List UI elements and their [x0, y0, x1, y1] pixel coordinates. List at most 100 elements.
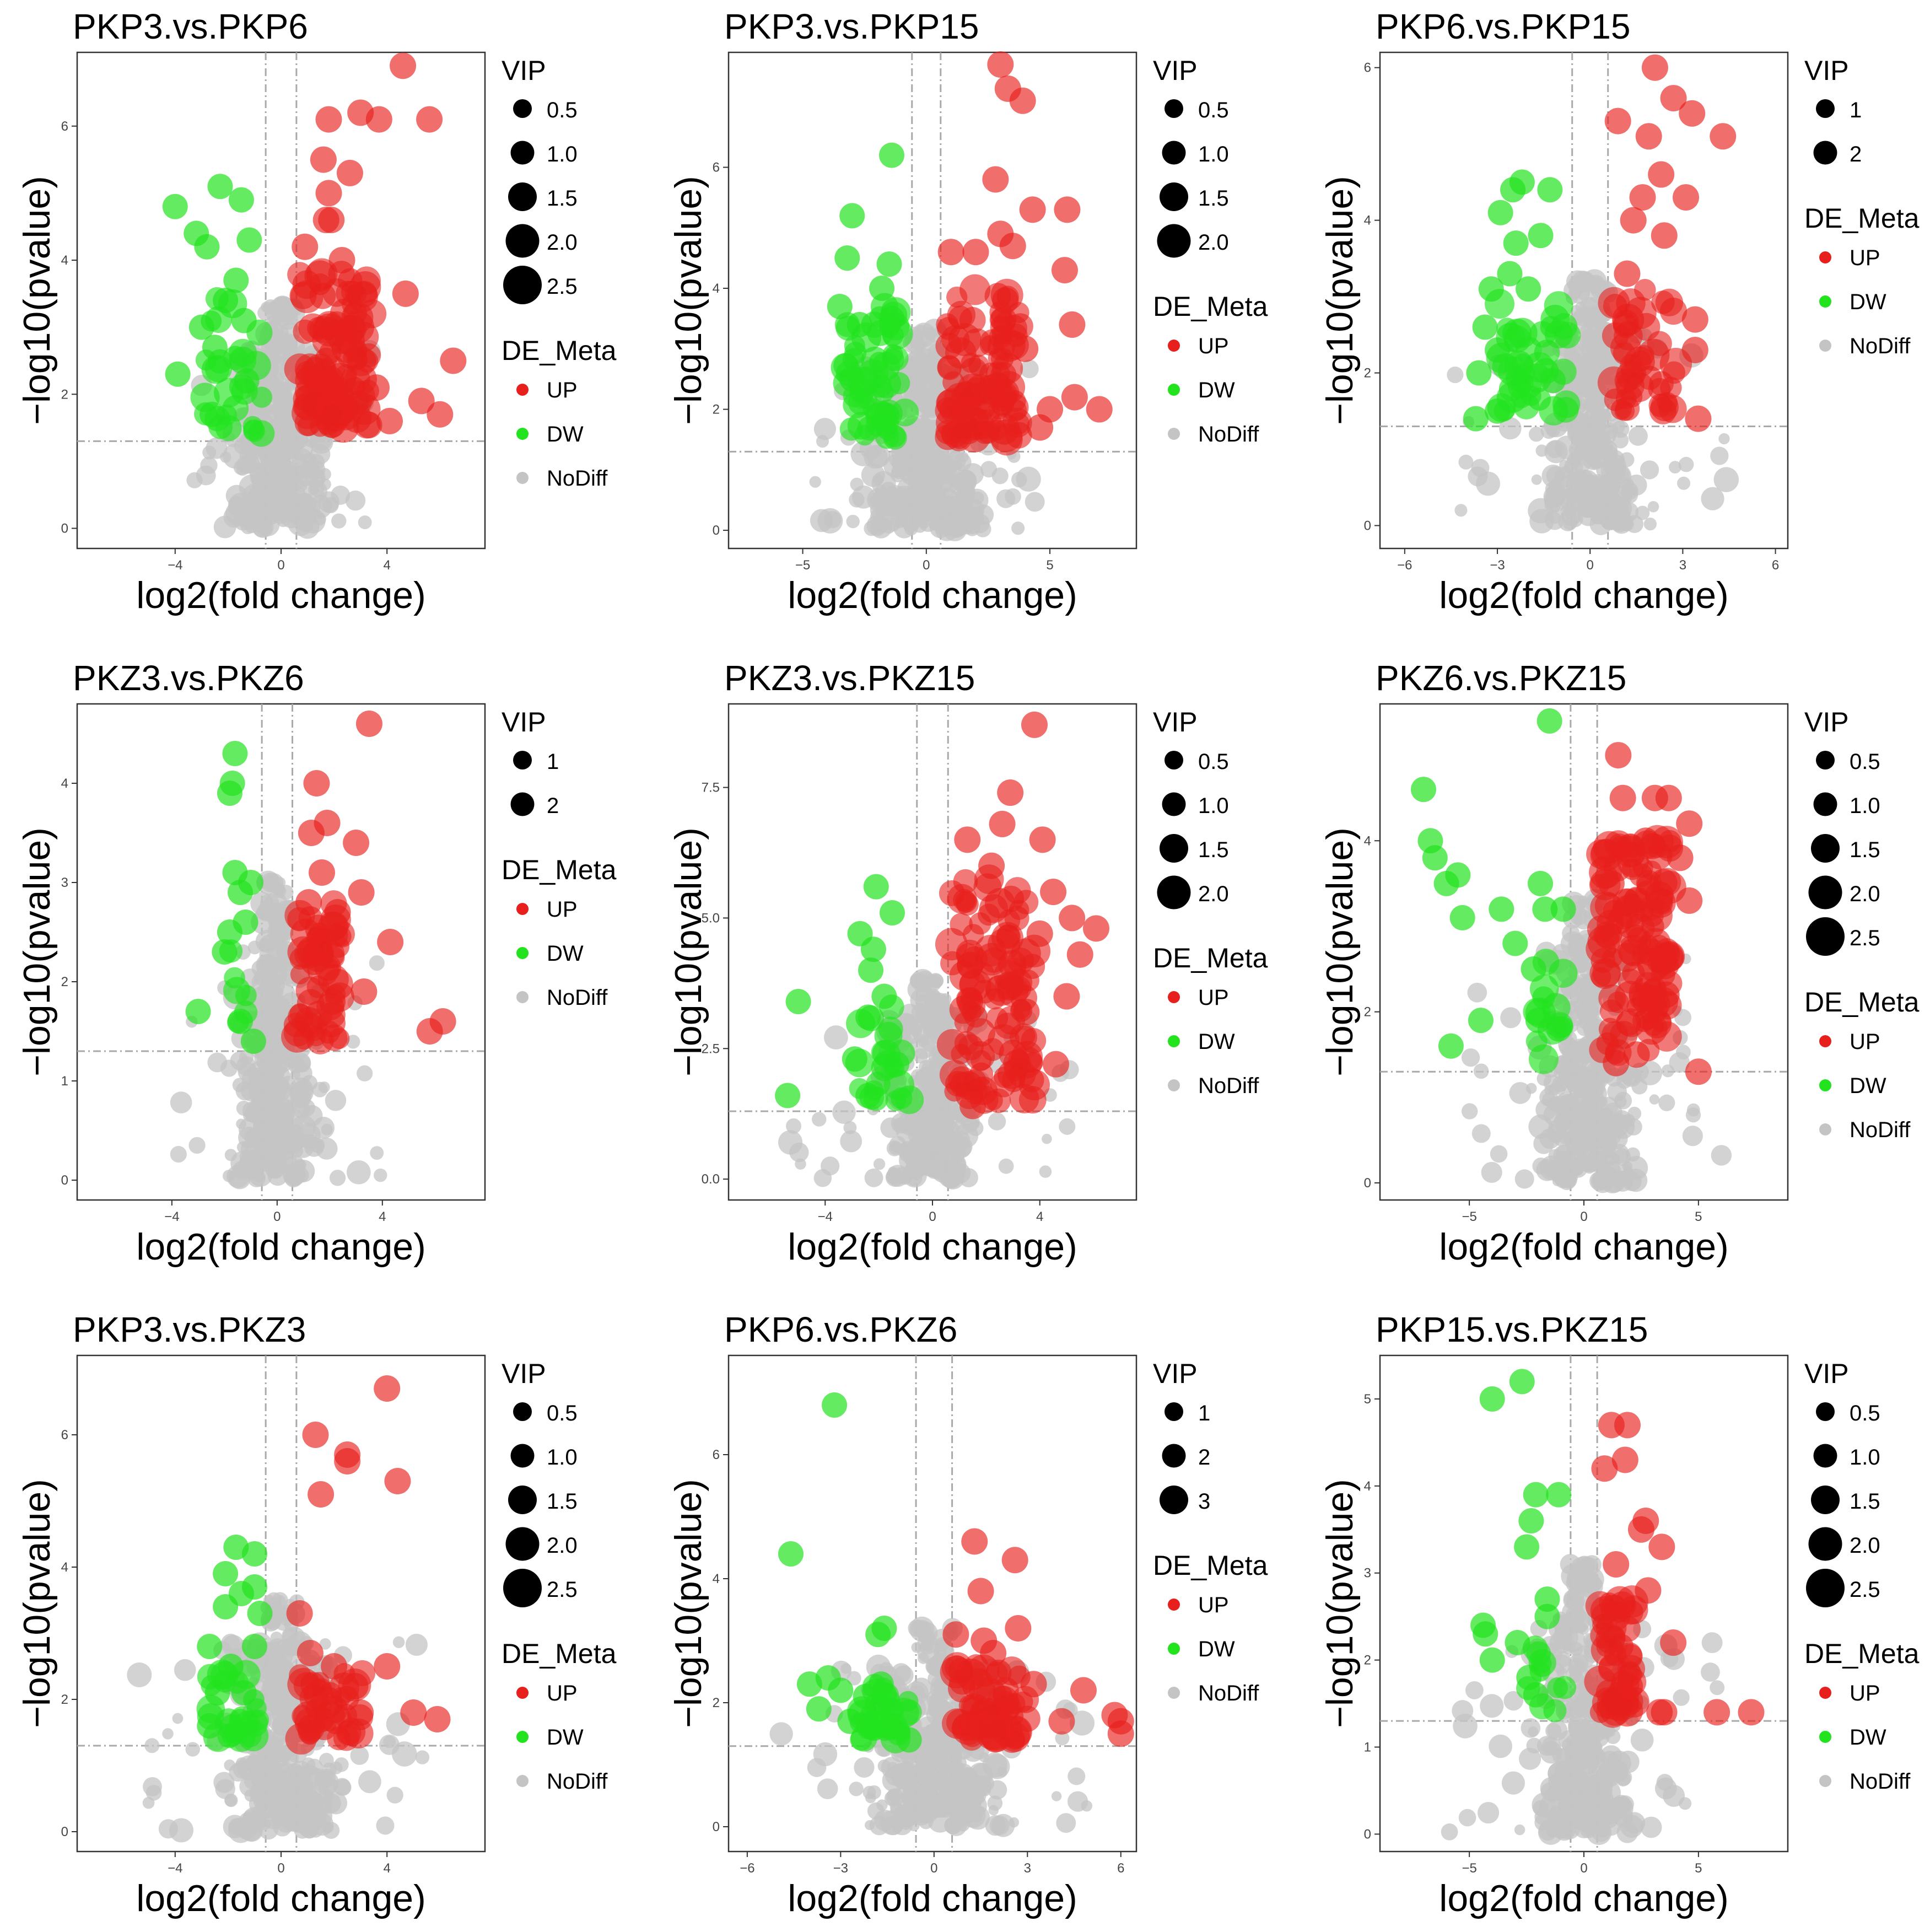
up-point — [1616, 1673, 1643, 1699]
up-point — [962, 239, 989, 266]
nodiff-point — [910, 1677, 932, 1699]
nodiff-point — [224, 1794, 237, 1807]
x-axis-title: log2(fold change) — [1439, 1226, 1728, 1268]
nodiff-point — [1454, 504, 1468, 517]
nodiff-point — [275, 1595, 285, 1606]
legend-title-de-meta: DE_Meta — [1804, 1638, 1920, 1669]
down-point — [185, 999, 211, 1024]
up-point — [355, 711, 382, 737]
up-point — [1591, 1455, 1618, 1482]
up-point — [1053, 983, 1080, 1010]
down-point — [1537, 177, 1563, 203]
nodiff-point — [1573, 487, 1592, 506]
up-point — [1019, 196, 1046, 223]
nodiff-point — [235, 1757, 248, 1770]
x-axis-title: log2(fold change) — [136, 1226, 425, 1268]
vip-legend-label: 2.5 — [547, 1578, 578, 1602]
up-point — [1615, 396, 1640, 421]
legend-title-vip: VIP — [502, 707, 546, 738]
nodiff-point — [1509, 1081, 1532, 1104]
y-tick-label: 7.5 — [702, 781, 720, 795]
up-point — [440, 347, 467, 374]
nodiff-point — [816, 435, 829, 448]
up-point — [1593, 921, 1620, 948]
up-point — [408, 388, 435, 415]
vip-legend-label: 2.0 — [1850, 1533, 1880, 1558]
up-point — [1061, 384, 1088, 411]
up-point — [954, 1031, 979, 1056]
nodiff-point — [383, 1735, 396, 1748]
up-point — [997, 779, 1024, 806]
vip-size-swatch — [1160, 834, 1188, 863]
nodiff-point — [1016, 466, 1041, 492]
nodiff-point — [1599, 1134, 1618, 1153]
x-tick-label: 4 — [1036, 1209, 1043, 1224]
nodiff-point — [251, 971, 274, 994]
nodiff-point — [807, 1758, 827, 1777]
up-point — [1613, 313, 1638, 338]
up-point — [967, 1578, 994, 1605]
down-point — [842, 1046, 867, 1072]
panel-title: PKZ3.vs.PKZ15 — [724, 658, 975, 698]
y-tick-label: 2 — [61, 1692, 68, 1707]
down-point — [165, 361, 191, 387]
nodiff-point — [1518, 1747, 1541, 1770]
nodiff-point — [272, 957, 284, 969]
up-point — [333, 1725, 359, 1751]
x-tick-label: −6 — [1397, 558, 1412, 573]
vip-legend-label: 2.0 — [1850, 882, 1880, 906]
nodiff-point — [1458, 1809, 1476, 1827]
up-point — [363, 374, 390, 401]
nodiff-point — [1575, 1114, 1593, 1132]
x-axis-title: log2(fold change) — [136, 1877, 425, 1919]
nodiff-point — [345, 490, 366, 511]
nodiff-point — [979, 1752, 989, 1763]
down-point — [1546, 1482, 1572, 1508]
class-swatch-dw — [1819, 1731, 1831, 1743]
up-point — [957, 951, 984, 978]
nodiff-point — [1560, 1627, 1586, 1653]
down-point — [1525, 1008, 1551, 1034]
up-point — [1001, 1547, 1028, 1574]
down-point — [1528, 223, 1554, 249]
x-tick-label: 4 — [384, 558, 391, 573]
up-point — [376, 407, 403, 434]
nodiff-point — [260, 1079, 272, 1091]
legend-title-vip: VIP — [1153, 707, 1198, 738]
nodiff-point — [386, 1786, 403, 1804]
class-swatch-dw — [1819, 1079, 1831, 1091]
down-point — [869, 276, 895, 302]
up-point — [1635, 123, 1662, 150]
vip-size-swatch — [508, 182, 537, 211]
nodiff-point — [1547, 1720, 1568, 1741]
y-axis-title: −log10(pvalue) — [667, 176, 709, 425]
nodiff-point — [1514, 1824, 1525, 1836]
vip-legend-label: 2 — [1198, 1445, 1210, 1470]
x-axis-title: log2(fold change) — [788, 574, 1077, 616]
nodiff-point — [1592, 407, 1609, 424]
class-swatch-nodiff — [516, 1775, 529, 1787]
class-swatch-up — [516, 384, 529, 396]
nodiff-point — [319, 1752, 334, 1768]
up-point — [1676, 887, 1703, 914]
up-point — [997, 972, 1024, 999]
vip-legend-label: 2.0 — [547, 1533, 578, 1558]
nodiff-point — [988, 1805, 999, 1816]
down-point — [806, 1696, 832, 1722]
down-point — [1554, 321, 1581, 349]
nodiff-point — [1676, 1045, 1691, 1060]
nodiff-point — [318, 1081, 330, 1093]
down-point — [882, 344, 903, 365]
nodiff-point — [928, 446, 949, 467]
nodiff-point — [1051, 1791, 1062, 1801]
nodiff-point — [909, 972, 927, 989]
nodiff-point — [1643, 518, 1657, 531]
nodiff-point — [1490, 1145, 1508, 1163]
down-point — [1553, 1676, 1577, 1699]
down-point — [1422, 845, 1448, 871]
nodiff-point — [1609, 497, 1632, 520]
up-point — [959, 1093, 986, 1120]
class-swatch-dw — [1819, 295, 1831, 308]
nodiff-point — [1528, 1726, 1539, 1737]
